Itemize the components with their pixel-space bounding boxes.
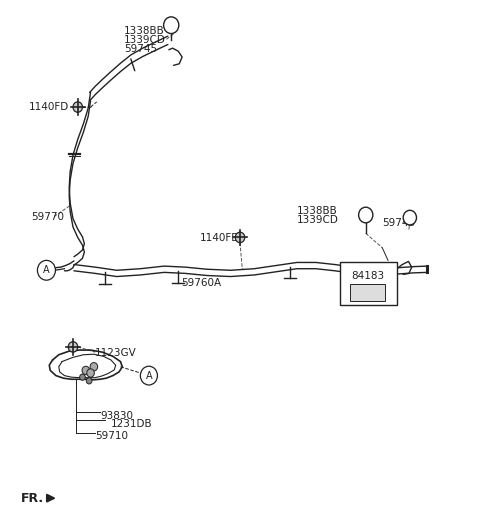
Circle shape	[90, 363, 97, 371]
Text: 1339CD: 1339CD	[297, 215, 339, 225]
Text: 1339CD: 1339CD	[124, 35, 166, 45]
Text: 93830: 93830	[100, 411, 133, 421]
Text: 59745: 59745	[124, 44, 157, 54]
Text: 1338BB: 1338BB	[124, 26, 165, 36]
Circle shape	[86, 378, 92, 384]
Text: 1123GV: 1123GV	[96, 348, 137, 358]
Circle shape	[164, 17, 179, 34]
Text: 1231DB: 1231DB	[111, 419, 153, 429]
Text: 84183: 84183	[351, 271, 384, 281]
Text: 1338BB: 1338BB	[297, 207, 338, 217]
Bar	[350, 285, 385, 301]
Text: 59710: 59710	[96, 431, 128, 441]
Circle shape	[87, 369, 95, 377]
Text: A: A	[145, 370, 152, 380]
Text: 59760A: 59760A	[180, 278, 221, 288]
Circle shape	[73, 102, 83, 112]
Text: 59745: 59745	[383, 218, 416, 228]
Circle shape	[82, 366, 90, 375]
Text: FR.: FR.	[21, 492, 44, 505]
Circle shape	[140, 366, 157, 385]
Circle shape	[359, 207, 373, 223]
Circle shape	[80, 374, 85, 380]
Text: 1140FD: 1140FD	[200, 233, 240, 243]
Circle shape	[403, 210, 417, 225]
Bar	[340, 262, 396, 305]
Text: A: A	[43, 265, 50, 275]
Text: 59770: 59770	[31, 211, 64, 221]
Text: 1140FD: 1140FD	[29, 102, 69, 112]
Text: 84183: 84183	[349, 271, 382, 281]
Circle shape	[68, 341, 78, 352]
Circle shape	[235, 232, 245, 242]
Circle shape	[37, 260, 56, 280]
